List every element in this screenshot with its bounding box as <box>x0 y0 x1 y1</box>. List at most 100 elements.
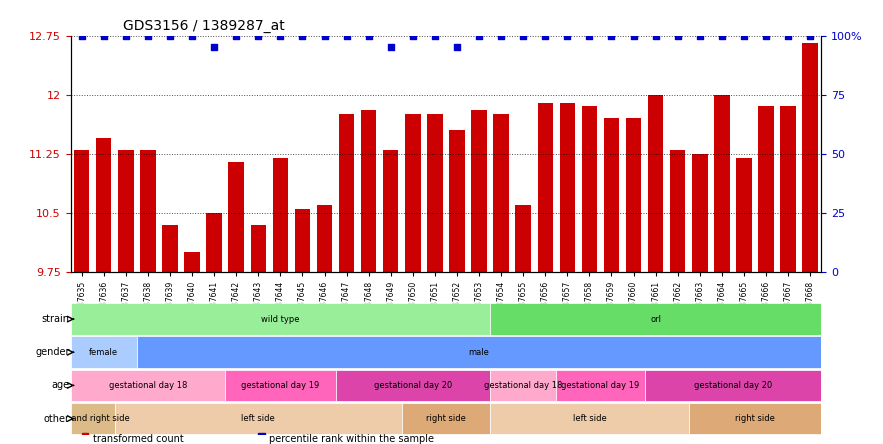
Text: gestational day 18: gestational day 18 <box>109 381 187 390</box>
FancyBboxPatch shape <box>402 403 490 435</box>
Point <box>516 32 530 39</box>
Point <box>759 32 774 39</box>
Text: wild type: wild type <box>261 315 299 324</box>
Text: percentile rank within the sample: percentile rank within the sample <box>269 434 434 444</box>
Point <box>737 32 751 39</box>
Bar <box>758 107 774 272</box>
Point <box>141 32 155 39</box>
FancyBboxPatch shape <box>689 403 821 435</box>
FancyBboxPatch shape <box>137 337 821 368</box>
Text: gestational day 18: gestational day 18 <box>484 381 562 390</box>
Bar <box>140 150 155 272</box>
FancyBboxPatch shape <box>645 369 821 401</box>
Point <box>472 32 487 39</box>
Bar <box>259 433 265 444</box>
Bar <box>582 107 597 272</box>
Point <box>97 32 111 39</box>
Text: male: male <box>469 348 489 357</box>
Point <box>561 32 575 39</box>
Point <box>804 32 818 39</box>
FancyBboxPatch shape <box>556 369 645 401</box>
Bar <box>229 162 244 272</box>
Point <box>318 32 332 39</box>
Text: gestational day 19: gestational day 19 <box>562 381 639 390</box>
Text: age: age <box>51 381 70 390</box>
Bar <box>604 118 619 272</box>
Text: right side: right side <box>426 414 466 423</box>
Text: GDS3156 / 1389287_at: GDS3156 / 1389287_at <box>124 19 285 33</box>
Point <box>274 32 288 39</box>
Point <box>781 32 796 39</box>
Bar <box>736 158 751 272</box>
Bar <box>405 115 420 272</box>
Point <box>539 32 553 39</box>
Point <box>627 32 641 39</box>
Bar <box>648 95 663 272</box>
FancyBboxPatch shape <box>115 403 402 435</box>
Bar <box>427 115 442 272</box>
Text: gender: gender <box>35 347 70 357</box>
Bar <box>74 150 89 272</box>
Bar <box>781 107 796 272</box>
Bar <box>317 205 332 272</box>
FancyBboxPatch shape <box>71 337 137 368</box>
Text: strain: strain <box>42 314 70 324</box>
Bar <box>714 95 729 272</box>
Bar <box>295 209 310 272</box>
FancyBboxPatch shape <box>71 403 115 435</box>
Text: left side: left side <box>572 414 607 423</box>
Point <box>406 32 420 39</box>
Text: right side: right side <box>735 414 775 423</box>
Point <box>252 32 266 39</box>
Bar <box>472 111 487 272</box>
Point <box>163 32 177 39</box>
Text: female: female <box>89 348 118 357</box>
FancyBboxPatch shape <box>225 369 336 401</box>
Bar <box>185 252 200 272</box>
Text: left side: left side <box>241 414 275 423</box>
Point <box>605 32 619 39</box>
Bar <box>82 433 88 444</box>
Bar <box>560 103 575 272</box>
Bar <box>692 154 707 272</box>
Bar <box>207 213 222 272</box>
FancyBboxPatch shape <box>336 369 490 401</box>
Bar <box>494 115 509 272</box>
Point <box>208 44 222 51</box>
Point <box>583 32 597 39</box>
Bar <box>118 150 133 272</box>
FancyBboxPatch shape <box>71 369 225 401</box>
Point <box>118 32 133 39</box>
Bar <box>803 44 818 272</box>
Bar <box>626 118 641 272</box>
Bar <box>273 158 288 272</box>
Point <box>715 32 729 39</box>
Bar <box>96 138 111 272</box>
Bar <box>251 225 266 272</box>
FancyBboxPatch shape <box>71 303 490 335</box>
Bar <box>162 225 177 272</box>
FancyBboxPatch shape <box>490 303 821 335</box>
Text: orl: orl <box>650 315 661 324</box>
FancyBboxPatch shape <box>490 403 689 435</box>
Point <box>295 32 310 39</box>
Bar <box>361 111 376 272</box>
Text: gestational day 20: gestational day 20 <box>374 381 452 390</box>
Bar <box>339 115 354 272</box>
Point <box>362 32 376 39</box>
Point <box>450 44 464 51</box>
Point <box>649 32 663 39</box>
Point <box>693 32 707 39</box>
Point <box>494 32 509 39</box>
Bar <box>670 150 685 272</box>
Point <box>230 32 244 39</box>
Text: transformed count: transformed count <box>93 434 184 444</box>
Point <box>185 32 200 39</box>
Point <box>428 32 442 39</box>
Bar <box>538 103 553 272</box>
Point <box>384 44 398 51</box>
Bar <box>383 150 398 272</box>
Text: other: other <box>43 413 70 424</box>
Point <box>340 32 354 39</box>
Point <box>671 32 685 39</box>
